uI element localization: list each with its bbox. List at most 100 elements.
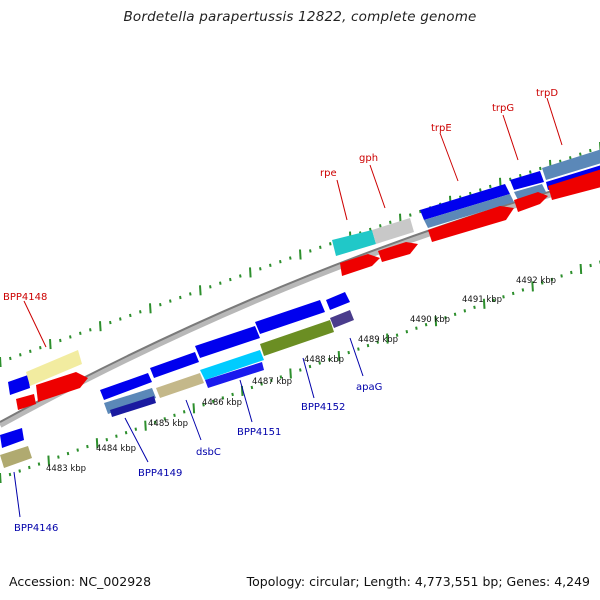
minor-tick <box>269 263 272 267</box>
major-tick <box>299 249 302 260</box>
minor-tick <box>289 256 292 260</box>
gene-label-trpD: trpD <box>536 88 558 99</box>
minor-tick <box>379 224 382 228</box>
minor-tick <box>129 313 132 318</box>
major-tick <box>144 420 147 431</box>
accession-text: Accession: NC_002928 <box>9 574 152 589</box>
minor-tick <box>318 361 321 365</box>
minor-tick <box>270 378 273 383</box>
gene-label-bpp4148: BPP4148 <box>3 292 47 303</box>
minor-tick <box>473 305 476 309</box>
gene-label-apaG: apaG <box>356 382 382 393</box>
major-tick <box>99 321 102 332</box>
minor-tick <box>209 285 212 289</box>
minor-tick <box>28 465 31 470</box>
minor-tick <box>86 444 89 449</box>
gene-label-bpp4152: BPP4152 <box>301 402 345 413</box>
minor-tick <box>179 295 182 300</box>
scale-label: 4484 kbp <box>96 444 136 454</box>
gene-feature-left-cluster <box>0 350 88 468</box>
minor-tick <box>376 340 379 344</box>
minor-tick <box>19 353 22 357</box>
major-tick <box>531 281 534 292</box>
major-tick <box>0 356 2 368</box>
scale-label: 4483 kbp <box>46 464 86 474</box>
major-tick <box>289 368 292 379</box>
minor-tick <box>69 335 72 339</box>
major-tick <box>192 403 196 414</box>
minor-tick <box>570 270 573 275</box>
minor-tick <box>347 350 350 355</box>
minor-tick <box>259 267 262 271</box>
minor-tick <box>139 310 142 314</box>
reverse-gene-labels: BPP4146 BPP4149 dsbC BPP4151 BPP4152 apa… <box>14 382 382 534</box>
minor-tick <box>419 209 422 214</box>
forward-gene-labels: BPP4148 rpe gph trpE trpG trpD <box>3 88 558 303</box>
minor-tick <box>389 220 392 224</box>
minor-tick <box>153 420 157 424</box>
minor-tick <box>463 309 467 313</box>
minor-tick <box>79 331 82 335</box>
minor-tick <box>308 364 312 369</box>
minor-tick <box>329 242 332 246</box>
minor-tick <box>328 357 331 362</box>
minor-tick <box>57 455 60 459</box>
minor-tick <box>279 260 282 264</box>
minor-tick <box>550 277 554 282</box>
minor-tick <box>539 166 542 171</box>
major-tick <box>199 285 202 296</box>
scale-label: 4492 kbp <box>516 276 556 286</box>
minor-tick <box>219 281 222 285</box>
major-tick <box>482 298 486 309</box>
major-tick <box>149 303 152 314</box>
minor-tick <box>115 434 118 438</box>
minor-tick <box>319 245 322 249</box>
scale-label: 4485 kbp <box>148 419 188 429</box>
gene-feature-right-cluster <box>332 149 600 276</box>
minor-tick <box>221 396 225 400</box>
scale-label: 4491 kbp <box>462 295 502 305</box>
scale-label: 4490 kbp <box>410 315 450 325</box>
major-tick <box>249 267 252 278</box>
major-tick <box>95 438 99 449</box>
minor-tick <box>37 462 41 466</box>
minor-tick <box>109 320 112 325</box>
minor-tick <box>260 382 263 386</box>
major-tick <box>434 316 438 327</box>
minor-tick <box>309 249 312 253</box>
gene-label-trpG: trpG <box>492 103 514 114</box>
minor-tick <box>589 148 592 153</box>
gene-label-trpE: trpE <box>431 123 452 134</box>
gene-label-dsbC: dsbC <box>196 447 221 458</box>
minor-tick <box>159 303 162 307</box>
minor-tick <box>560 274 563 278</box>
minor-tick <box>492 298 496 302</box>
scale-label: 4487 kbp <box>252 377 292 387</box>
minor-tick <box>395 333 399 337</box>
major-tick <box>47 455 50 466</box>
minor-tick <box>502 295 505 299</box>
minor-tick <box>424 323 428 327</box>
major-tick <box>579 263 583 275</box>
minor-tick <box>189 292 192 296</box>
minor-tick <box>66 451 70 456</box>
minor-tick <box>76 448 79 452</box>
minor-tick <box>579 152 582 156</box>
minor-tick <box>39 346 42 350</box>
minor-tick <box>521 288 525 292</box>
minor-tick <box>250 385 254 390</box>
minor-tick <box>299 368 302 372</box>
gene-label-rpe: rpe <box>320 168 337 179</box>
minor-tick <box>405 330 409 334</box>
genome-summary-text: Topology: circular; Length: 4,773,551 bp… <box>246 574 590 589</box>
minor-tick <box>29 349 32 353</box>
minor-tick <box>182 410 186 414</box>
minor-tick <box>489 184 492 189</box>
minor-tick <box>357 347 360 351</box>
gene-label-bpp4149: BPP4149 <box>138 468 182 479</box>
minor-tick <box>540 281 544 285</box>
minor-tick <box>479 188 482 192</box>
minor-tick <box>239 274 242 278</box>
minor-tick <box>163 417 167 421</box>
